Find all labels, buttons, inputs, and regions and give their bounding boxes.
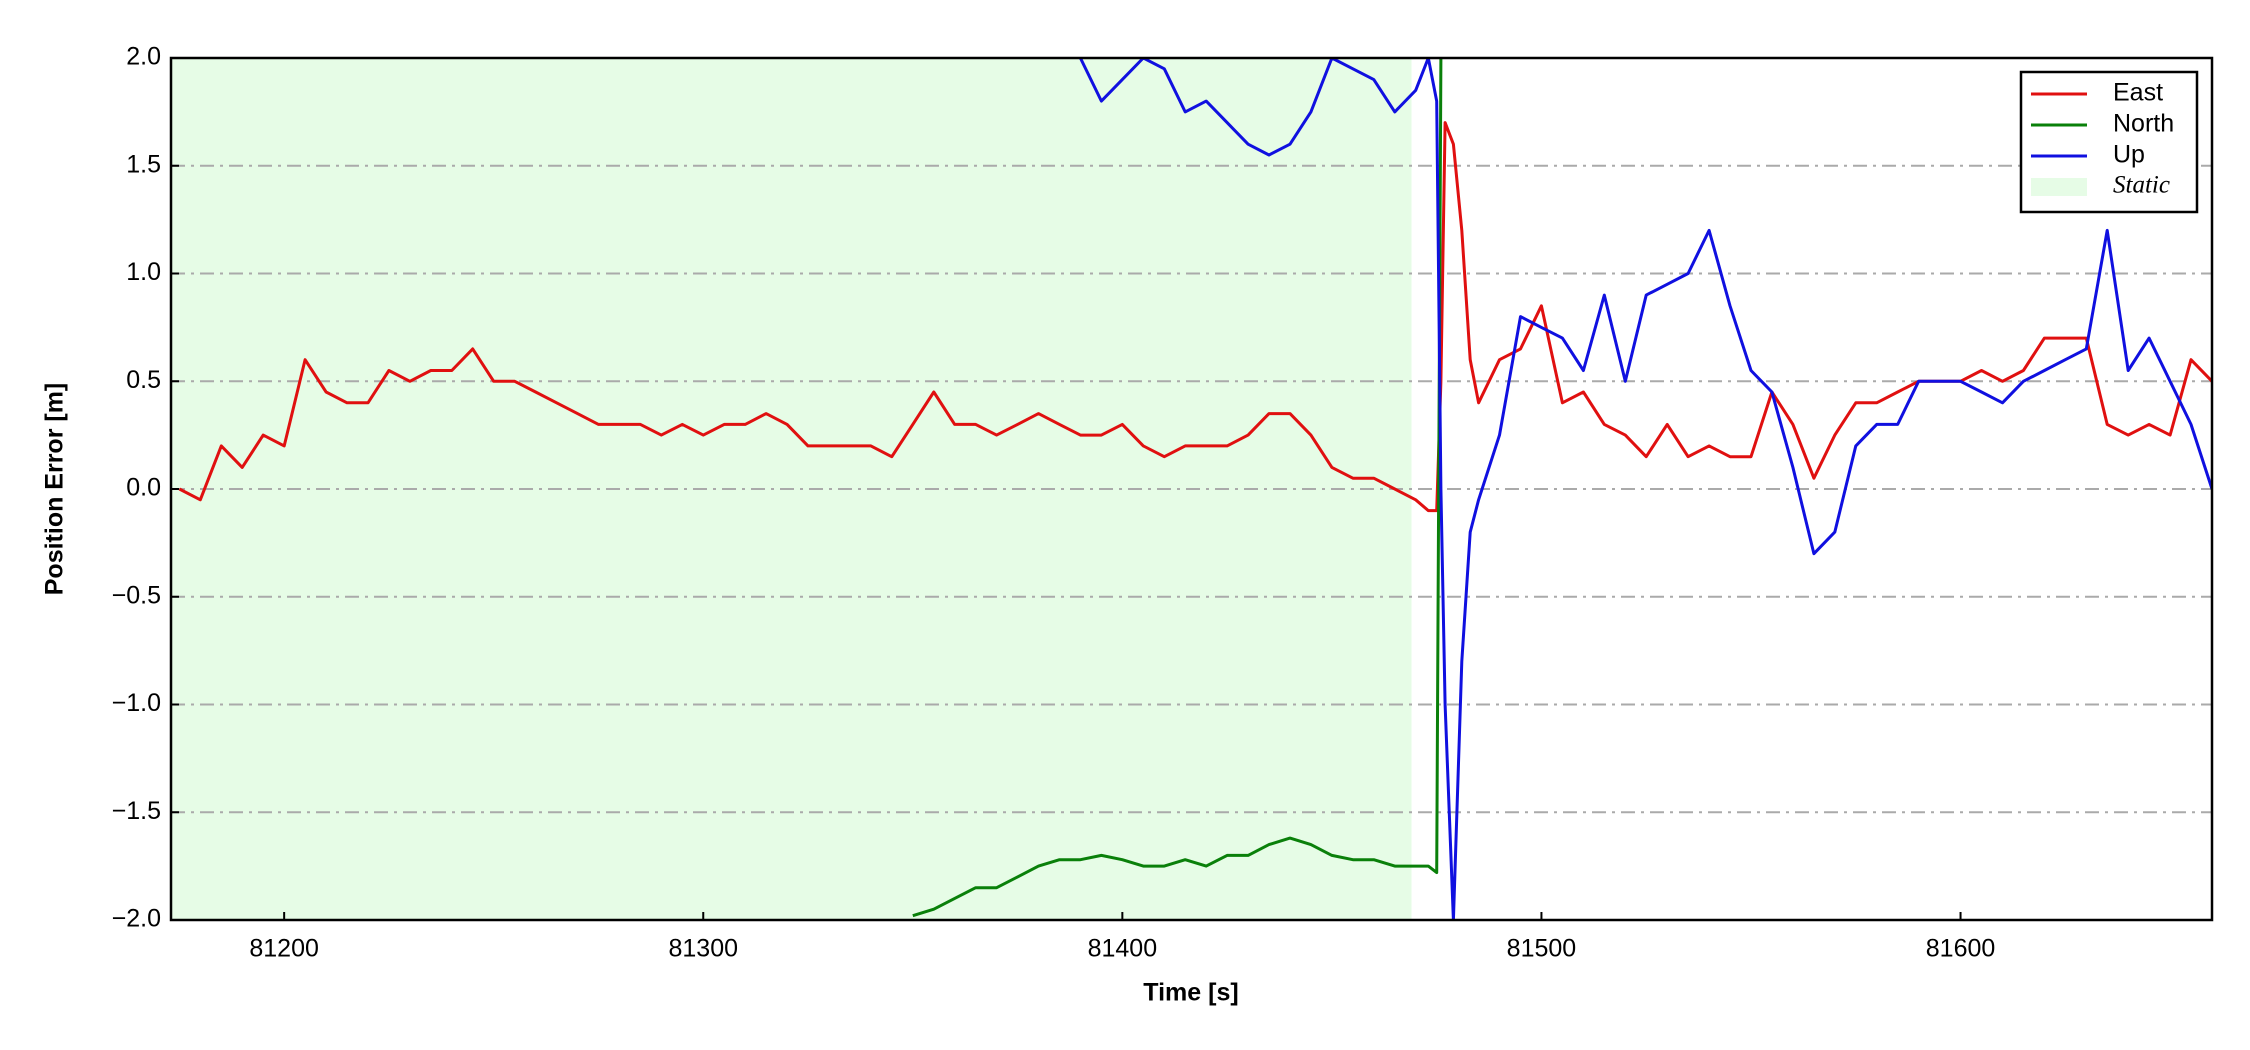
- y-tick-label: 2.0: [126, 43, 161, 71]
- y-axis-label: Position Error [m]: [41, 383, 69, 596]
- legend-label: North: [2113, 110, 2174, 138]
- y-tick-label: 0.5: [126, 366, 161, 394]
- y-tick-label: −0.5: [112, 581, 161, 609]
- plot-lines: [178, 58, 2212, 920]
- line-series: [178, 121, 2212, 513]
- legend-swatch: [2031, 178, 2087, 196]
- y-tick-label: −1.5: [112, 797, 161, 825]
- x-tick-label: 81400: [1088, 935, 1158, 963]
- y-tick-label: 0.0: [126, 474, 161, 502]
- y-tick-label: −1.0: [112, 689, 161, 717]
- y-tick-label: 1.5: [126, 150, 161, 178]
- x-tick-label: 81600: [1926, 935, 1996, 963]
- x-axis-label: Time [s]: [1143, 979, 1238, 1007]
- legend-label: Up: [2113, 141, 2145, 169]
- y-tick-label: −2.0: [112, 905, 161, 933]
- plot-frame: [169, 56, 2214, 922]
- y-tick-label: 1.0: [126, 258, 161, 286]
- line-series: [912, 58, 1443, 918]
- legend-label: Static: [2113, 172, 2170, 199]
- line-series: [1079, 58, 2212, 920]
- legend-label: East: [2113, 79, 2163, 107]
- x-tick-label: 81300: [668, 935, 738, 963]
- x-tick-label: 81200: [249, 935, 319, 963]
- x-tick-label: 81500: [1507, 935, 1577, 963]
